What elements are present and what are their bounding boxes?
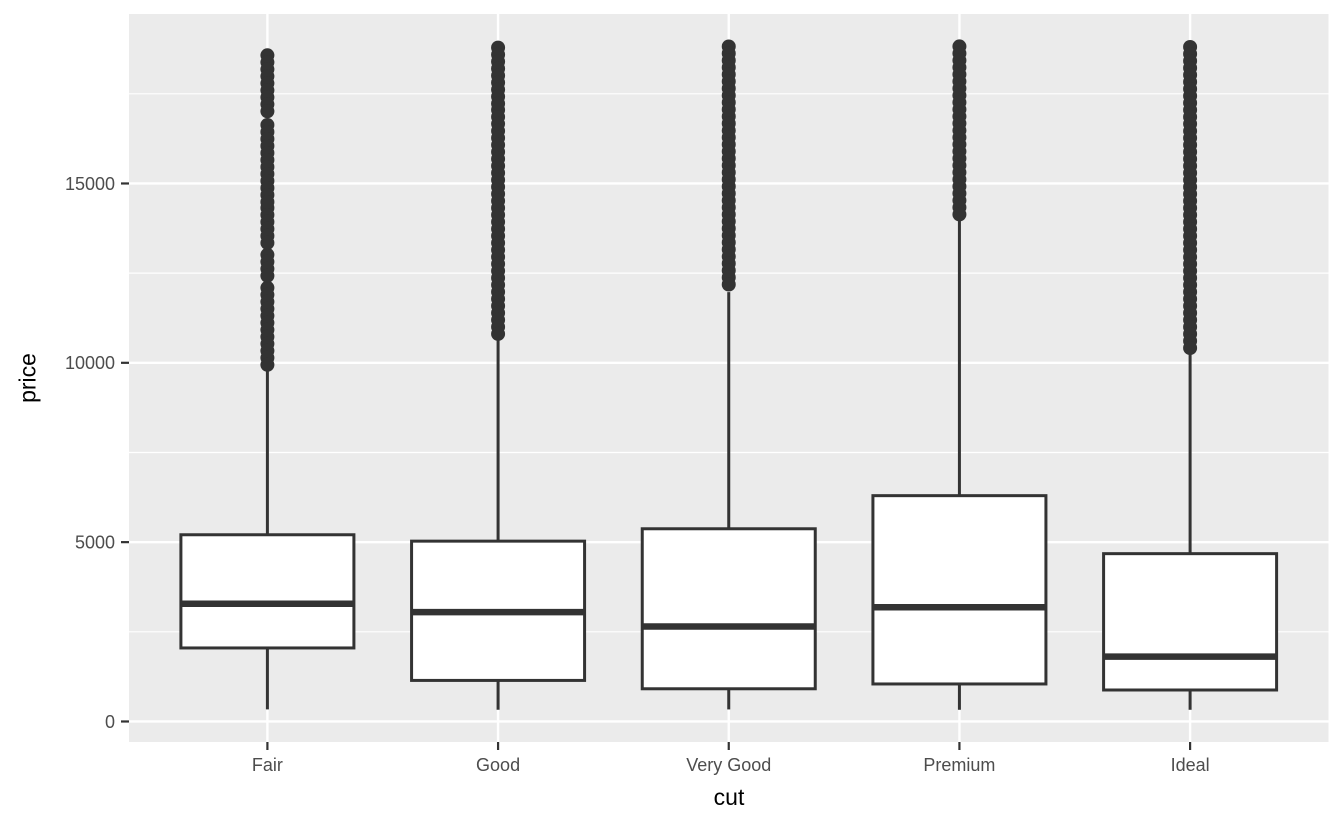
outlier-point <box>491 96 506 111</box>
iqr-box <box>871 494 1048 686</box>
y-tick-label: 15000 <box>65 174 115 194</box>
x-tick-label: Premium <box>923 755 995 775</box>
y-tick-label: 10000 <box>65 353 115 373</box>
outlier-point <box>721 277 736 292</box>
outlier-point <box>260 235 275 250</box>
iqr-box <box>1102 552 1279 692</box>
boxplot-fair <box>179 48 356 710</box>
x-axis-title: cut <box>713 784 745 810</box>
iqr-box <box>179 533 356 650</box>
y-tick-label: 0 <box>105 712 115 732</box>
outlier-point <box>952 207 967 222</box>
iqr-box <box>640 527 817 691</box>
x-tick-label: Good <box>476 755 520 775</box>
x-tick-label: Fair <box>252 755 283 775</box>
x-tick-label: Ideal <box>1171 755 1210 775</box>
boxplot-premium <box>871 39 1048 710</box>
x-tick-label: Very Good <box>686 755 771 775</box>
outlier-point <box>1183 341 1198 355</box>
boxplot-ideal <box>1102 40 1279 710</box>
outlier-point <box>260 268 275 283</box>
y-tick-label: 5000 <box>75 532 115 552</box>
outlier-point <box>260 104 275 119</box>
outlier-point <box>260 195 275 209</box>
outlier-point <box>260 357 275 372</box>
y-axis-title: price <box>14 353 41 403</box>
boxplot-very-good <box>640 39 817 710</box>
outlier-point <box>491 326 506 341</box>
boxplot-good <box>410 40 587 710</box>
